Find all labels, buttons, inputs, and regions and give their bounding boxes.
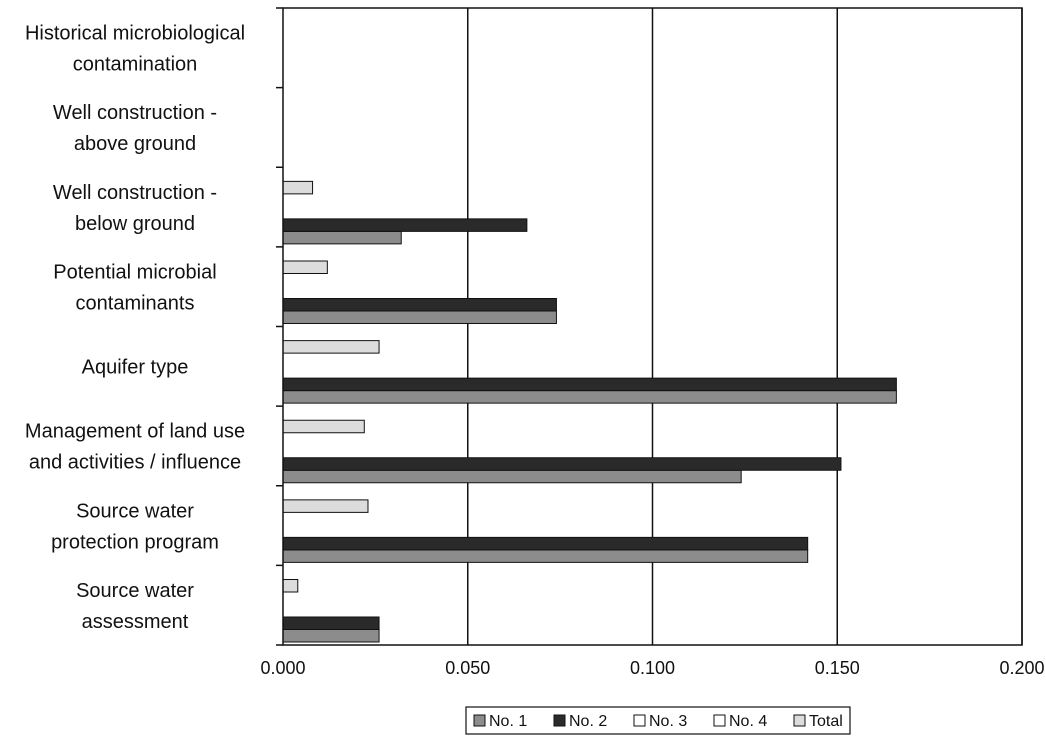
legend-swatch <box>713 714 726 727</box>
category-label: Well construction - <box>53 102 217 124</box>
legend-swatch <box>553 714 566 727</box>
category-label: Potential microbial <box>53 261 216 283</box>
legend-swatch <box>473 714 486 727</box>
legend-label: No. 1 <box>489 713 527 730</box>
category-label: protection program <box>51 531 219 553</box>
bar-total <box>282 419 365 434</box>
bar-total <box>282 579 299 593</box>
bar-no-2 <box>282 457 842 471</box>
bar-no-2 <box>282 536 809 551</box>
bar-no-1 <box>282 390 897 404</box>
category-label: and activities / influence <box>29 452 241 474</box>
bar-no-2 <box>282 616 380 630</box>
category-label: below ground <box>75 213 195 235</box>
category-label: Aquifer type <box>82 357 189 379</box>
x-tick-label: 0.150 <box>815 658 860 678</box>
category-labels: Historical microbiological contamination W… <box>25 23 245 633</box>
bar-no-2 <box>282 298 557 312</box>
legend-label: No. 3 <box>649 713 687 730</box>
legend-swatch <box>793 714 806 727</box>
bar-total <box>282 499 369 513</box>
axes <box>276 7 1023 646</box>
x-tick-label: 0.100 <box>630 658 675 678</box>
x-tick-label: 0.050 <box>445 658 490 678</box>
bar-no-1 <box>282 469 742 484</box>
bar-no-1 <box>282 629 380 643</box>
legend-label: No. 2 <box>569 713 607 730</box>
bar-no-2 <box>282 377 897 392</box>
legend-swatch <box>633 714 646 727</box>
x-tick-label: 0.000 <box>260 658 305 678</box>
bar-no-2 <box>282 218 528 232</box>
bars-group <box>282 180 897 643</box>
bar-total <box>282 340 380 354</box>
legend-label: No. 4 <box>729 713 767 730</box>
category-label: Source water <box>76 580 194 602</box>
category-label: contamination <box>73 54 198 76</box>
legend[interactable]: No. 1 No. 2 No. 3 No. 4 Total <box>465 706 851 735</box>
category-label: contaminants <box>76 292 195 314</box>
category-label: Historical microbiological <box>25 23 245 45</box>
bar-total <box>282 180 314 195</box>
x-tick-label: 0.200 <box>999 658 1044 678</box>
category-label: Source water <box>76 500 194 522</box>
bar-total <box>282 260 328 274</box>
legend-label: Total <box>809 713 843 730</box>
category-label: above ground <box>74 133 196 155</box>
legend-box <box>465 706 851 735</box>
bar-no-1 <box>282 310 557 324</box>
category-label: Management of land use <box>25 421 245 443</box>
category-label: assessment <box>82 611 189 633</box>
bar-no-1 <box>282 549 809 563</box>
x-tick-labels: 0.000 0.050 0.100 0.150 0.200 <box>260 658 1044 678</box>
category-label: Well construction - <box>53 182 217 204</box>
bar-no-1 <box>282 230 402 245</box>
